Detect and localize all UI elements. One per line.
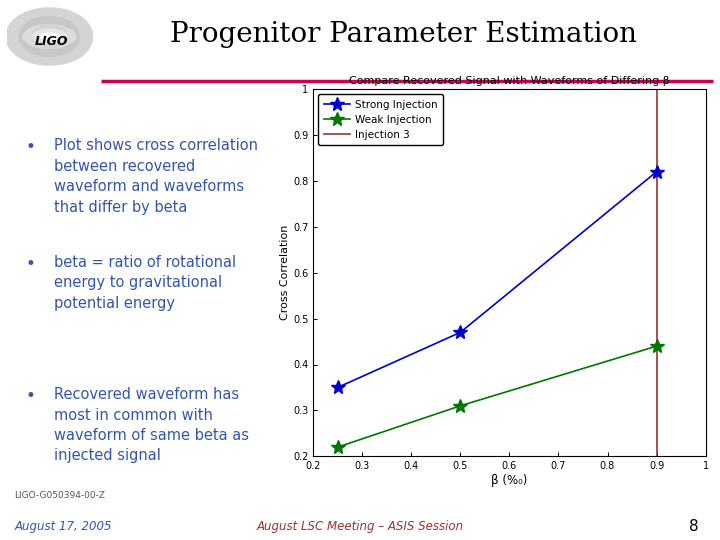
- Text: LIGO-G050394-00-Z: LIGO-G050394-00-Z: [14, 491, 105, 500]
- Weak Injection: [333, 444, 342, 450]
- Text: Progenitor Parameter Estimation: Progenitor Parameter Estimation: [170, 22, 636, 49]
- Line: Weak Injection: Weak Injection: [330, 339, 664, 454]
- Text: LIGO: LIGO: [35, 35, 68, 48]
- X-axis label: β (%₀): β (%₀): [491, 474, 528, 487]
- Y-axis label: Cross Correlation: Cross Correlation: [280, 225, 290, 320]
- Text: August 17, 2005: August 17, 2005: [14, 520, 112, 533]
- Strong Injection: [456, 329, 464, 335]
- Strong Injection: [333, 384, 342, 391]
- Strong Injection: [652, 168, 661, 175]
- Legend: Strong Injection, Weak Injection, Injection 3: Strong Injection, Weak Injection, Inject…: [318, 94, 443, 145]
- Text: August LSC Meeting – ASIS Session: August LSC Meeting – ASIS Session: [256, 520, 464, 533]
- Title: Compare Recovered Signal with Waveforms of Differing β: Compare Recovered Signal with Waveforms …: [349, 76, 670, 85]
- Line: Strong Injection: Strong Injection: [330, 165, 664, 394]
- Weak Injection: [456, 403, 464, 409]
- Text: Plot shows cross correlation
between recovered
waveform and waveforms
that diffe: Plot shows cross correlation between rec…: [54, 138, 258, 215]
- Text: •: •: [25, 387, 35, 406]
- Text: •: •: [25, 255, 35, 273]
- Text: beta = ratio of rotational
energy to gravitational
potential energy: beta = ratio of rotational energy to gra…: [54, 255, 236, 311]
- Text: 8: 8: [689, 519, 698, 534]
- Weak Injection: [652, 343, 661, 349]
- Text: •: •: [25, 138, 35, 157]
- Text: Recovered waveform has
most in common with
waveform of same beta as
injected sig: Recovered waveform has most in common wi…: [54, 387, 249, 463]
